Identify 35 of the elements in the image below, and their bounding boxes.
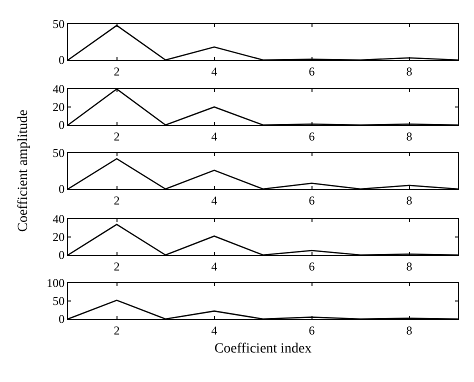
x-tick-label: 8 bbox=[406, 64, 412, 78]
x-tick-label: 2 bbox=[114, 193, 120, 208]
x-axis-title: Coefficient index bbox=[214, 342, 312, 357]
x-tick-label: 2 bbox=[114, 129, 120, 144]
y-tick-label: 50 bbox=[52, 146, 65, 160]
y-axis-title: Coefficient amplitude bbox=[16, 110, 31, 232]
x-tick-label: 8 bbox=[406, 193, 412, 208]
y-tick-label: 0 bbox=[58, 182, 65, 196]
x-tick-label: 6 bbox=[308, 193, 315, 208]
x-tick-label: 2 bbox=[114, 64, 120, 78]
x-tick-label: 6 bbox=[308, 259, 315, 274]
y-tick-label: 0 bbox=[58, 312, 65, 326]
x-tick-label: 2 bbox=[114, 259, 120, 274]
y-tick-label: 0 bbox=[58, 118, 65, 132]
y-tick-label: 20 bbox=[52, 100, 65, 114]
x-tick-label: 4 bbox=[211, 259, 218, 274]
x-tick-label: 6 bbox=[308, 64, 315, 78]
y-tick-label: 50 bbox=[52, 17, 65, 32]
x-tick-label: 6 bbox=[308, 323, 315, 338]
y-tick-label: 100 bbox=[46, 276, 65, 290]
x-tick-label: 6 bbox=[308, 129, 315, 144]
y-tick-label: 0 bbox=[58, 53, 65, 68]
y-tick-label: 20 bbox=[52, 230, 65, 244]
y-tick-label: 40 bbox=[52, 212, 65, 226]
x-tick-label: 2 bbox=[114, 323, 120, 338]
y-tick-label: 40 bbox=[52, 82, 65, 96]
x-tick-label: 4 bbox=[211, 129, 218, 144]
y-tick-label: 50 bbox=[52, 294, 65, 308]
x-tick-label: 8 bbox=[406, 129, 412, 144]
y-tick-label: 0 bbox=[58, 248, 65, 262]
x-tick-label: 8 bbox=[406, 259, 412, 274]
x-tick-label: 4 bbox=[211, 64, 218, 78]
x-tick-label: 4 bbox=[211, 323, 218, 338]
x-tick-label: 4 bbox=[211, 193, 218, 208]
x-tick-label: 8 bbox=[406, 323, 412, 338]
